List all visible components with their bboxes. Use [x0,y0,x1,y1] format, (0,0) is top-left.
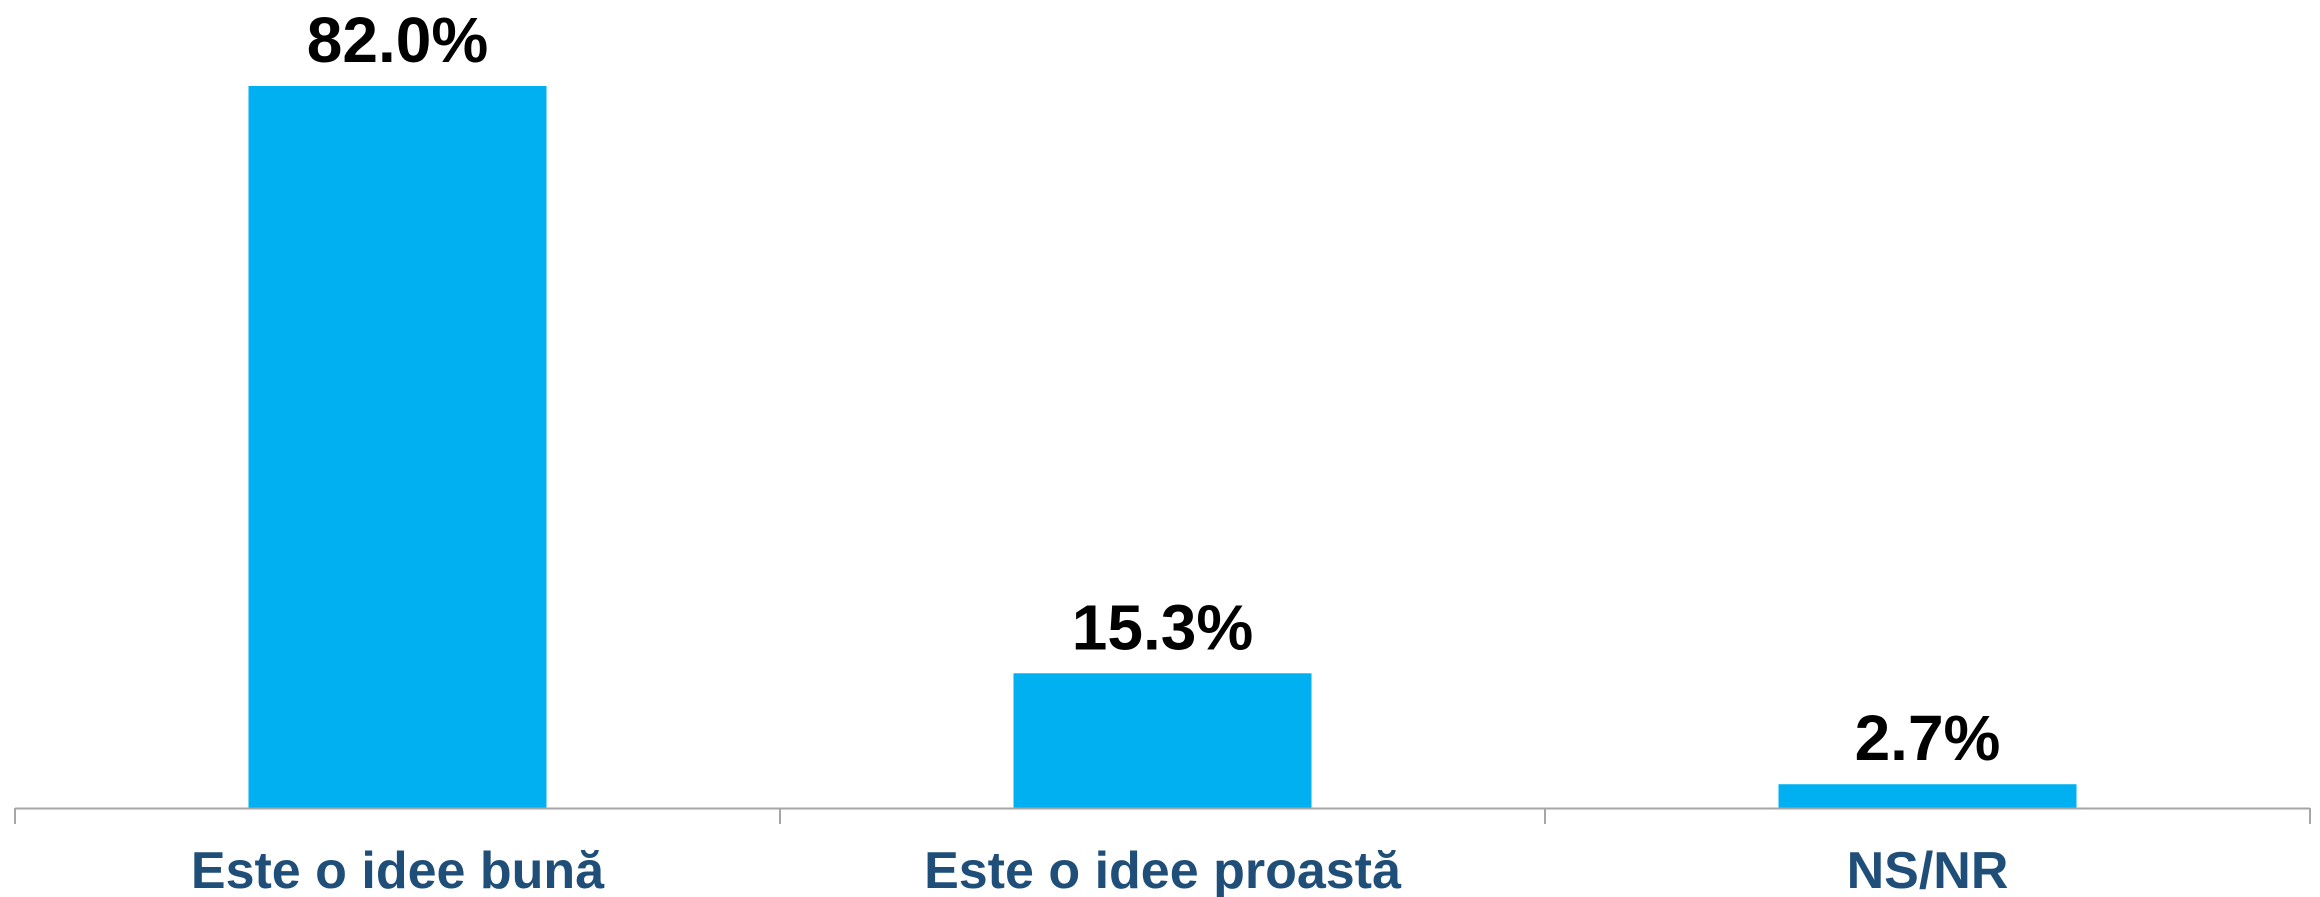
labels-layer: 82.0% Este o idee bună 15.3% Este o idee pr… [191,4,2009,897]
data-label-2: 15.3% [1072,591,1253,663]
bar-1 [248,86,547,808]
data-label-3: 2.7% [1855,702,2001,774]
bar-3 [1778,784,2077,808]
category-label-3: NS/NR [1847,842,2009,897]
x-axis [14,807,2311,824]
category-label-1: Este o idee bună [191,842,605,897]
data-label-1: 82.0% [307,4,488,76]
bars-layer [248,86,2077,808]
bar-2 [1013,673,1312,808]
category-label-2: Este o idee proastă [924,842,1402,897]
